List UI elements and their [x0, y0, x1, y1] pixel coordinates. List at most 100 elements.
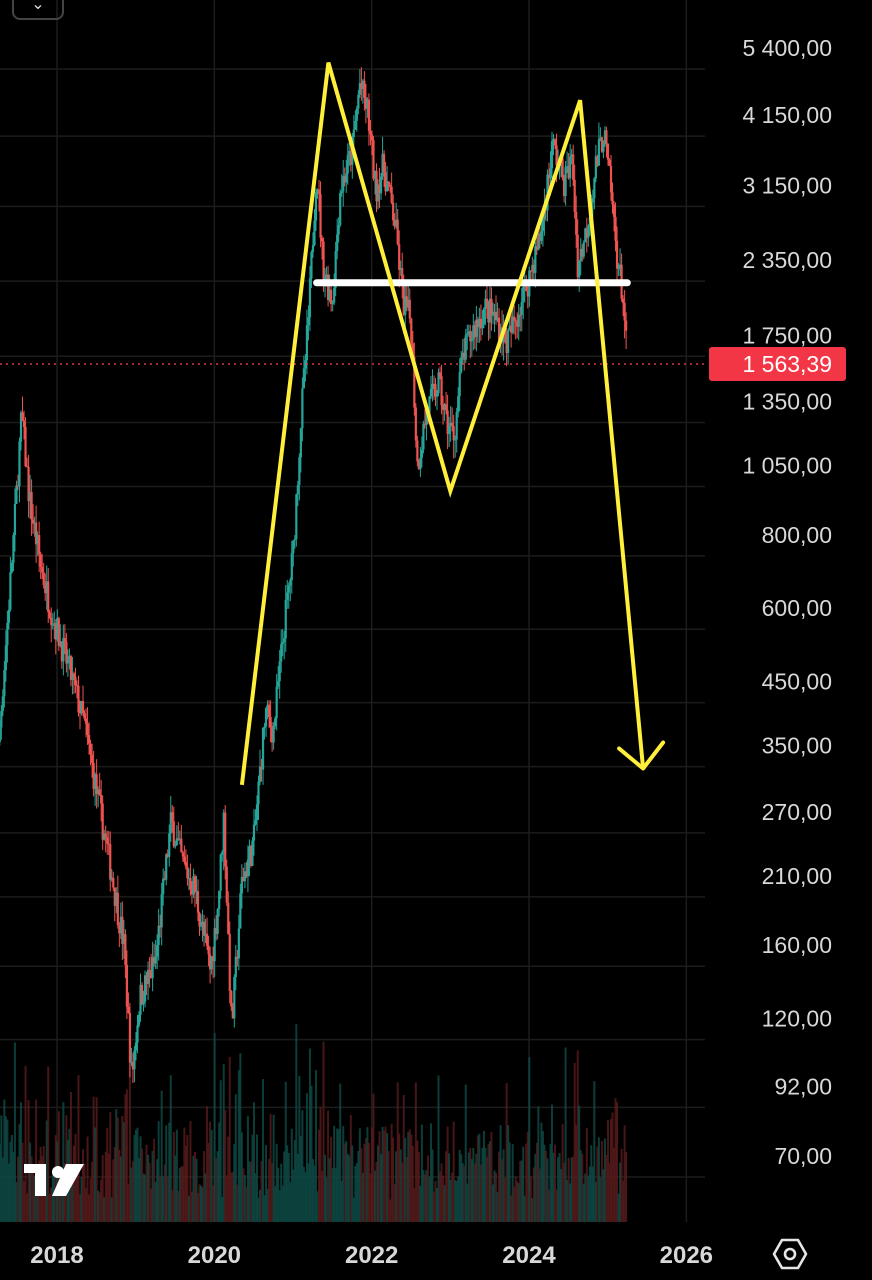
volume-bar: [375, 1161, 378, 1222]
volume-bar: [337, 1129, 340, 1222]
price-axis[interactable]: 5 400,00 4 150,00 3 150,00 2 350,00 1 750,00…: [742, 35, 832, 1169]
price-tick-label: 92,00: [774, 1073, 832, 1099]
volume-bar: [476, 1135, 479, 1222]
volume-bar: [75, 1174, 78, 1222]
volume-bar: [428, 1176, 431, 1222]
candle-body: [24, 426, 27, 467]
volume-bar: [501, 1159, 504, 1222]
candle-body: [422, 423, 425, 450]
volume-bar: [301, 1110, 304, 1222]
volume-bar: [472, 1147, 475, 1222]
volume-bar: [80, 1177, 83, 1222]
volume-bar: [605, 1154, 608, 1222]
candle-body: [337, 225, 340, 235]
volume-bar: [429, 1123, 432, 1222]
volume-bar: [174, 1155, 177, 1222]
settings-hexagon-icon[interactable]: [770, 1234, 810, 1274]
volume-bar: [275, 1143, 278, 1222]
candle-body: [216, 909, 219, 934]
candle-body: [28, 491, 32, 502]
volume-bar: [366, 1127, 369, 1222]
volume-bar: [398, 1133, 401, 1222]
volume-bar: [349, 1114, 352, 1222]
volume-bar: [587, 1175, 590, 1222]
volume-bar: [92, 1096, 95, 1222]
volume-bar: [130, 1167, 133, 1222]
volume-bar: [230, 1172, 233, 1222]
volume-bar: [128, 1028, 131, 1222]
candle-body: [255, 804, 259, 821]
candle-body: [7, 609, 10, 623]
volume-bar: [555, 1189, 558, 1222]
candle-body: [464, 335, 467, 360]
volume-bar: [564, 1047, 567, 1222]
volume-bar: [614, 1098, 617, 1222]
volume-bar: [440, 1163, 443, 1222]
candle-body: [142, 1001, 145, 1005]
candle-body: [19, 412, 23, 442]
volume-bar: [237, 1070, 240, 1222]
candle-body: [425, 411, 428, 425]
volume-bar: [311, 1159, 314, 1222]
volume-bar: [284, 1081, 287, 1222]
volume-bar: [239, 1053, 242, 1222]
collapse-button[interactable]: ⌄: [12, 0, 64, 20]
annotations: [239, 62, 666, 786]
candle-body: [153, 957, 156, 964]
volume-bar: [466, 1183, 469, 1222]
volume-bar: [115, 1109, 118, 1222]
candle-body: [379, 176, 383, 194]
volume-bar: [157, 1121, 160, 1222]
volume-bar: [616, 1102, 619, 1222]
candle-body: [66, 660, 69, 664]
volume-bar: [519, 1161, 522, 1222]
volume-bar: [411, 1145, 414, 1222]
price-tick-label: 3 150,00: [742, 172, 832, 198]
volume-bar: [97, 1190, 100, 1222]
volume-bar: [575, 1124, 578, 1222]
volume-bar: [399, 1149, 402, 1222]
volume-bar: [576, 1050, 579, 1222]
candle-body: [124, 934, 127, 965]
volume-bar: [339, 1083, 342, 1222]
volume-bar: [464, 1084, 467, 1222]
volume-bar: [352, 1197, 355, 1222]
volume-bar: [45, 1120, 48, 1222]
candle-body: [466, 333, 469, 336]
candle-body: [84, 718, 88, 724]
volume-bar: [160, 1090, 163, 1222]
candle-body: [615, 240, 619, 269]
price-tick-label: 1 050,00: [742, 453, 832, 479]
candle-body: [454, 439, 457, 441]
volume-bar: [204, 1173, 207, 1222]
candle-body: [90, 754, 94, 763]
volume-bar: [198, 1184, 201, 1222]
volume-bar: [246, 1116, 249, 1222]
volume-bar: [443, 1185, 446, 1222]
candle-body: [621, 298, 625, 303]
volume-bar: [619, 1162, 622, 1222]
volume-bar: [602, 1169, 605, 1222]
time-axis[interactable]: 2018 2020 2022 2024 2026: [30, 1242, 713, 1269]
volume-bar: [54, 1134, 57, 1222]
volume-bar: [597, 1137, 600, 1222]
candle-body: [326, 274, 330, 301]
candle-body: [278, 661, 281, 682]
volume-bar: [196, 1193, 199, 1222]
volume-bar: [298, 1075, 301, 1222]
candle-body: [331, 302, 334, 304]
candle-body: [579, 248, 582, 262]
candle-body: [249, 846, 253, 866]
volume-bar: [549, 1143, 552, 1222]
volume-bar: [26, 1193, 29, 1222]
volume-bar: [593, 1081, 596, 1222]
candle-body: [322, 241, 325, 283]
volume-bar: [413, 1188, 416, 1222]
candle-body: [581, 248, 584, 257]
candle-body: [481, 324, 484, 329]
volume-bar: [169, 1075, 172, 1222]
candle-body: [192, 876, 195, 895]
grid-lines: [0, 0, 705, 1222]
